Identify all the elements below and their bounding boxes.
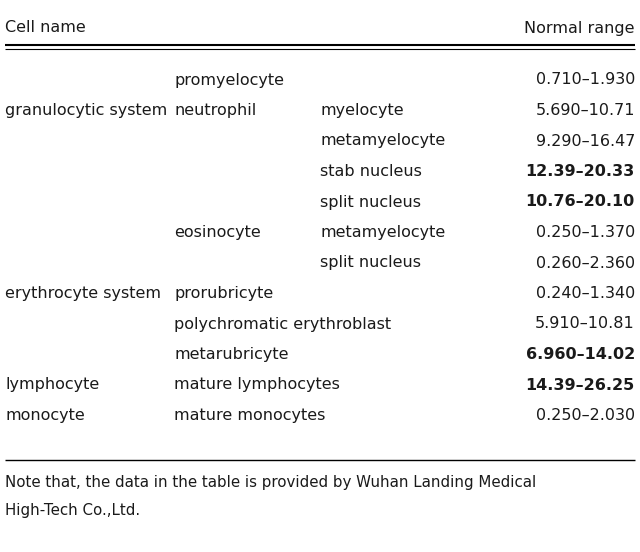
Text: 0.250–2.030: 0.250–2.030 xyxy=(536,408,635,423)
Text: polychromatic erythroblast: polychromatic erythroblast xyxy=(174,316,391,332)
Text: 0.260–2.360: 0.260–2.360 xyxy=(536,256,635,270)
Text: prorubricyte: prorubricyte xyxy=(174,286,273,301)
Text: 0.250–1.370: 0.250–1.370 xyxy=(536,225,635,240)
Text: 0.240–1.340: 0.240–1.340 xyxy=(536,286,635,301)
Text: 0.710–1.930: 0.710–1.930 xyxy=(536,72,635,88)
Text: 5.910–10.81: 5.910–10.81 xyxy=(535,316,635,332)
Text: stab nucleus: stab nucleus xyxy=(320,164,422,179)
Text: split nucleus: split nucleus xyxy=(320,256,421,270)
Text: metamyelocyte: metamyelocyte xyxy=(320,225,445,240)
Text: High-Tech Co.,Ltd.: High-Tech Co.,Ltd. xyxy=(5,502,140,518)
Text: mature lymphocytes: mature lymphocytes xyxy=(174,378,340,392)
Text: 6.960–14.02: 6.960–14.02 xyxy=(525,347,635,362)
Text: 12.39–20.33: 12.39–20.33 xyxy=(525,164,635,179)
Text: 9.290–16.47: 9.290–16.47 xyxy=(536,134,635,148)
Text: split nucleus: split nucleus xyxy=(320,194,421,210)
Text: mature monocytes: mature monocytes xyxy=(174,408,326,423)
Text: monocyte: monocyte xyxy=(5,408,85,423)
Text: granulocytic system: granulocytic system xyxy=(5,103,168,118)
Text: Cell name: Cell name xyxy=(5,20,86,35)
Text: 14.39–26.25: 14.39–26.25 xyxy=(525,378,635,392)
Text: 5.690–10.71: 5.690–10.71 xyxy=(536,103,635,118)
Text: Normal range: Normal range xyxy=(524,20,635,35)
Text: erythrocyte system: erythrocyte system xyxy=(5,286,161,301)
Text: myelocyte: myelocyte xyxy=(320,103,404,118)
Text: eosinocyte: eosinocyte xyxy=(174,225,261,240)
Text: promyelocyte: promyelocyte xyxy=(174,72,284,88)
Text: lymphocyte: lymphocyte xyxy=(5,378,99,392)
Text: Note that, the data in the table is provided by Wuhan Landing Medical: Note that, the data in the table is prov… xyxy=(5,475,536,491)
Text: metarubricyte: metarubricyte xyxy=(174,347,289,362)
Text: metamyelocyte: metamyelocyte xyxy=(320,134,445,148)
Text: 10.76–20.10: 10.76–20.10 xyxy=(525,194,635,210)
Text: neutrophil: neutrophil xyxy=(174,103,257,118)
